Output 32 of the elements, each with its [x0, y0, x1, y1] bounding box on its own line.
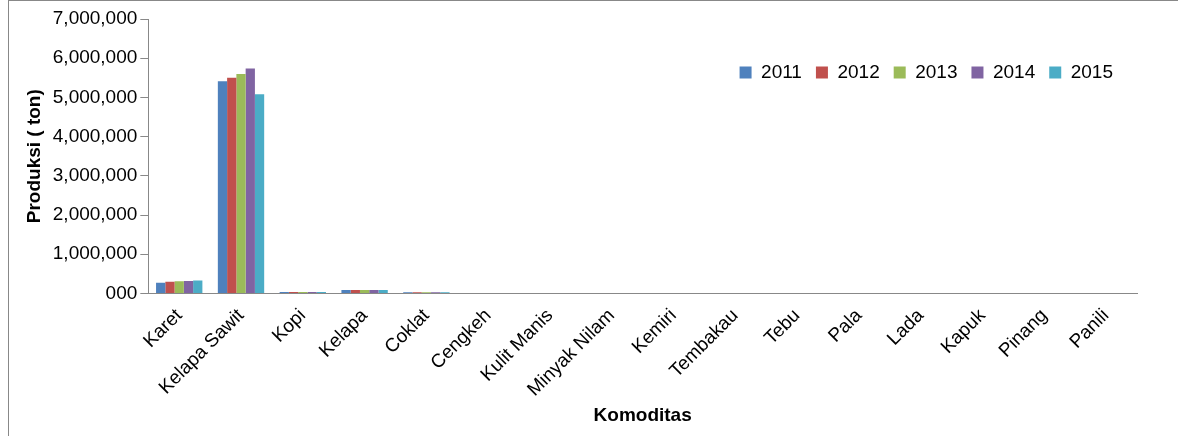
- bar: [254, 94, 265, 293]
- bar: [165, 281, 175, 293]
- y-tick-label: 6,000,000: [52, 46, 138, 68]
- bar: [217, 81, 228, 293]
- x-tick-label: Tebu: [759, 304, 804, 349]
- x-axis-title: Komoditas: [593, 403, 692, 425]
- legend-label: 2015: [1070, 60, 1114, 82]
- bar: [245, 68, 255, 293]
- y-tick-label: 2,000,000: [52, 203, 138, 225]
- bar: [174, 281, 184, 293]
- x-tick-label: Pala: [823, 303, 866, 346]
- bar: [378, 289, 388, 293]
- y-tick-label: 3,000,000: [52, 164, 138, 186]
- legend-label: 2013: [915, 60, 958, 82]
- y-tick-label: 4,000,000: [52, 124, 138, 146]
- bar: [369, 289, 379, 293]
- bar: [350, 289, 360, 293]
- y-tick-label: 5,000,000: [52, 85, 138, 107]
- bar: [236, 73, 246, 293]
- bar: [183, 280, 194, 293]
- legend-label: 2011: [761, 60, 802, 82]
- y-tick-label: 7,000,000: [52, 7, 138, 29]
- y-axis-title: Produksi ( ton): [22, 89, 44, 224]
- y-tick-label: 000: [105, 281, 138, 303]
- bar: [341, 289, 351, 293]
- bar: [156, 282, 166, 293]
- legend-label: 2012: [837, 60, 880, 82]
- bar: [193, 280, 203, 293]
- y-tick-label: 1,000,000: [52, 242, 138, 264]
- bar: [227, 77, 237, 293]
- bar: [359, 289, 370, 293]
- legend-label: 2014: [992, 60, 1036, 82]
